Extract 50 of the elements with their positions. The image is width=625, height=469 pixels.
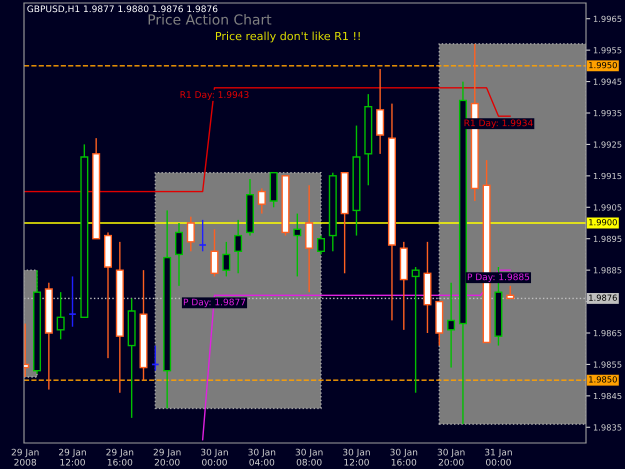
ref-line-label: 1.9900 xyxy=(589,219,617,226)
y-tick-label: 1.9905 xyxy=(594,204,622,211)
candlestick xyxy=(186,216,195,252)
x-tick-label: 30 Jan 20:00 xyxy=(438,448,464,466)
y-tick-label: 1.9855 xyxy=(594,361,622,368)
candlestick xyxy=(174,222,183,287)
candlestick xyxy=(151,344,160,372)
ref-line-label: 1.9876 xyxy=(589,294,617,301)
x-tick-label: 29 Jan 20:00 xyxy=(154,448,181,466)
ref-line-label: 1.9950 xyxy=(589,62,617,68)
candlestick xyxy=(447,282,456,368)
candlestick xyxy=(258,188,266,214)
y-tick-label: 1.9935 xyxy=(594,110,622,116)
x-tick-label: 30 Jan 12:00 xyxy=(343,448,370,466)
y-tick-label: 1.9945 xyxy=(594,78,622,85)
y-tick-label: 1.9925 xyxy=(594,141,622,148)
annotation: R1 Day: 1.9934 xyxy=(464,119,533,128)
candlestick xyxy=(68,276,77,328)
annotation: P Day: 1.9877 xyxy=(184,298,246,308)
x-tick-label: 29 Jan 12:00 xyxy=(59,448,86,466)
candlestick xyxy=(316,234,325,256)
y-tick-label: 1.9845 xyxy=(594,392,622,400)
candlestick xyxy=(234,219,242,274)
text: Price Action Chart xyxy=(148,14,272,25)
y-tick-label: 1.9865 xyxy=(594,330,622,336)
candlestick xyxy=(222,241,230,278)
x-tick-label: 30 Jan 08:00 xyxy=(296,448,323,466)
candlestick xyxy=(506,285,514,300)
candlestick xyxy=(56,291,65,340)
y-tick-label: 1.9895 xyxy=(594,236,622,242)
annotation: P Day: 1.9885 xyxy=(468,273,530,282)
x-tick-label: 29 Jan 2008 xyxy=(12,448,39,466)
y-tick-label: 1.9915 xyxy=(594,172,622,180)
annotation: R1 Day: 1.9943 xyxy=(180,91,249,100)
candlestick xyxy=(210,228,218,278)
y-tick-label: 1.9835 xyxy=(594,424,622,431)
x-tick-label: 29 Jan 16:00 xyxy=(106,448,134,466)
candlestick xyxy=(293,212,302,278)
candlestick xyxy=(198,219,207,252)
chart-subtitle: GBPUSD,H1 1.9877 1.9880 1.9876 1.9876 xyxy=(27,5,218,14)
ref-line-label: 1.9850 xyxy=(589,376,617,383)
x-tick-label: 30 Jan 16:00 xyxy=(390,448,418,466)
x-tick-label: 31 Jan 00:00 xyxy=(485,448,512,466)
y-tick-label: 1.9955 xyxy=(594,47,622,54)
candlestick xyxy=(412,266,420,394)
x-tick-label: 30 Jan 04:00 xyxy=(248,448,276,466)
annotation: Price really don't like R1 !! xyxy=(216,32,360,42)
x-tick-label: 30 Jan 00:00 xyxy=(201,448,228,466)
y-tick-label: 1.9965 xyxy=(594,16,622,22)
y-tick-label: 1.9885 xyxy=(594,267,622,274)
